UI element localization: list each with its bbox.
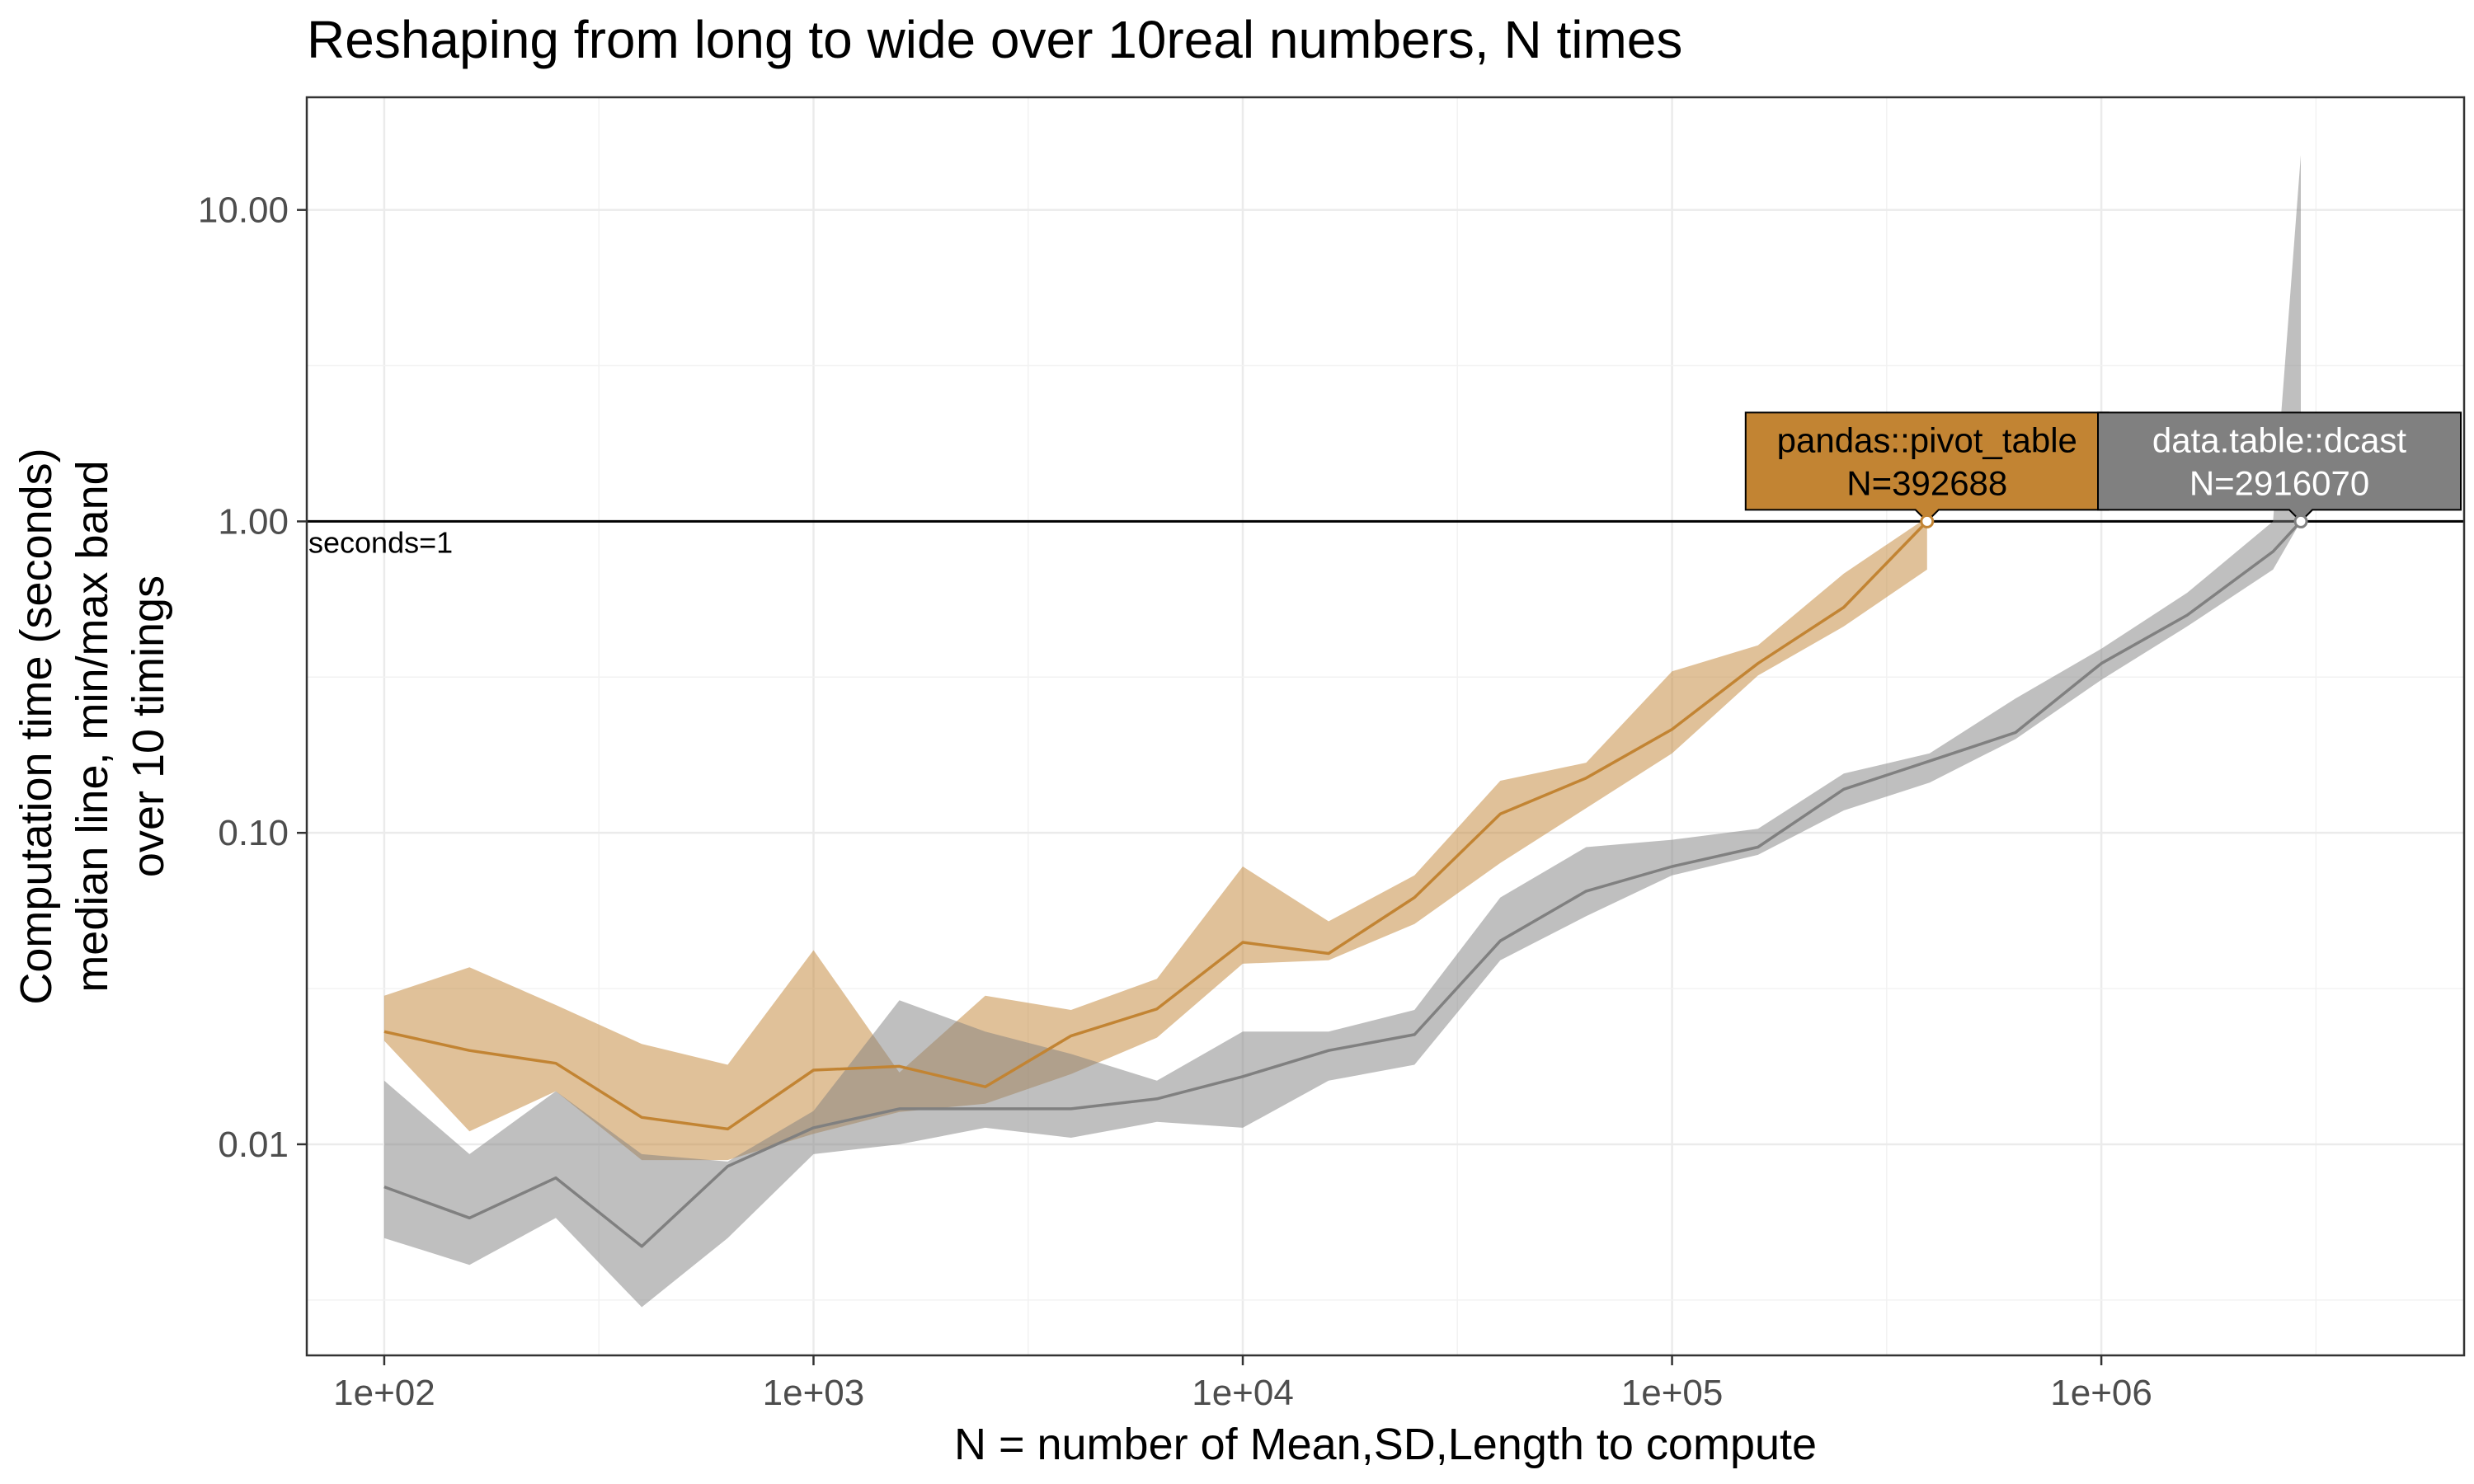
series-1-median-line [383,520,2302,1248]
x-tick-label-1e+05: 1e+05 [1621,1373,1724,1413]
x-tick-label-1e+04: 1e+04 [1192,1373,1294,1413]
y-axis-title-line-2: over 10 timings [124,575,173,877]
x-axis-ticks: 1e+02 1e+03 1e+04 1e+05 1e+06 [333,1355,2152,1413]
series-1-minmax-band [383,155,2302,1308]
series-0-callout-line-1: N=392688 [1846,463,2007,502]
series-1-callout-line-1: N=2916070 [2189,463,2369,502]
reference-line-label: seconds=1 [308,525,453,559]
series-0-callout-line-0: pandas::pivot_table [1777,420,2077,459]
series-0-median-line [383,520,1929,1131]
x-axis-title: N = number of Mean,SD,Length to compute [954,1420,1817,1469]
series-callouts: pandas::pivot_tableN=392688data.table::d… [1744,411,2462,528]
series-1-callout-line-0: data.table::dcast [2152,420,2407,459]
y-axis-title-line-0: Computation time (seconds) [12,448,61,1004]
chart-title: Reshaping from long to wide over 10real … [307,10,1682,69]
series-1-endpoint-marker [2293,514,2308,528]
y-axis-title-line-1: median line, min/max band [68,460,117,992]
x-tick-label-1e+03: 1e+03 [763,1373,865,1413]
y-tick-label-10.00: 10.00 [198,190,289,231]
series-0-endpoint-marker [1920,514,1935,528]
plot-panel-border [305,96,2466,1357]
median-lines [383,520,2302,1248]
x-tick-label-1e+02: 1e+02 [333,1373,435,1413]
x-tick-label-1e+06: 1e+06 [2050,1373,2152,1413]
min-max-bands [383,155,2302,1308]
series-0-minmax-band [383,517,1927,1161]
y-axis-ticks: 0.01 0.10 1.00 10.00 [198,190,307,1165]
series-1-callout-box [2097,411,2462,523]
y-tick-label-0.01: 0.01 [218,1125,289,1165]
reference-line-group: seconds=1 [307,519,2464,559]
y-axis-title: Computation time (seconds) median line, m… [12,448,173,1004]
y-tick-label-0.10: 0.10 [218,813,289,853]
y-tick-label-1.00: 1.00 [218,501,289,542]
